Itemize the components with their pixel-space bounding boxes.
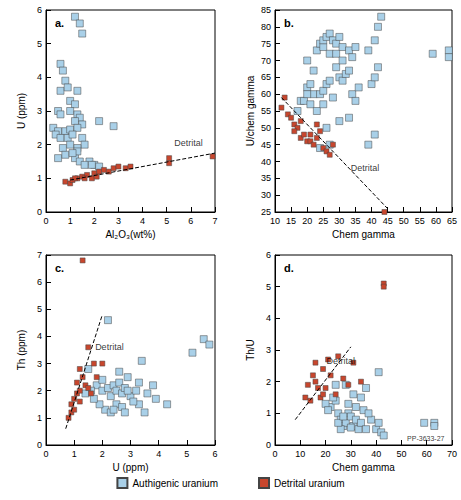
svg-text:20: 20 bbox=[321, 449, 331, 459]
svg-text:40: 40 bbox=[367, 216, 377, 226]
svg-text:10: 10 bbox=[295, 449, 305, 459]
svg-text:30: 30 bbox=[346, 449, 356, 459]
svg-text:70: 70 bbox=[447, 449, 457, 459]
svg-text:30: 30 bbox=[334, 216, 344, 226]
svg-text:30: 30 bbox=[261, 190, 271, 200]
svg-text:U (ppm): U (ppm) bbox=[16, 93, 27, 129]
svg-text:0: 0 bbox=[43, 449, 48, 459]
svg-text:3: 3 bbox=[116, 216, 121, 226]
svg-text:2: 2 bbox=[266, 377, 271, 387]
svg-text:6: 6 bbox=[188, 216, 193, 226]
svg-text:Al₂O₃(wt%): Al₂O₃(wt%) bbox=[105, 229, 155, 240]
svg-text:65: 65 bbox=[447, 216, 457, 226]
svg-text:0: 0 bbox=[37, 440, 42, 450]
svg-text:PP-3633-27: PP-3633-27 bbox=[407, 435, 444, 442]
svg-text:5: 5 bbox=[184, 449, 189, 459]
svg-text:15: 15 bbox=[286, 216, 296, 226]
svg-text:80: 80 bbox=[261, 22, 271, 32]
svg-text:3: 3 bbox=[266, 345, 271, 355]
svg-text:45: 45 bbox=[383, 216, 393, 226]
svg-text:5: 5 bbox=[37, 304, 42, 314]
svg-text:25: 25 bbox=[318, 216, 328, 226]
svg-text:55: 55 bbox=[261, 106, 271, 116]
svg-text:b.: b. bbox=[284, 17, 294, 29]
svg-text:1: 1 bbox=[37, 173, 42, 183]
svg-text:10: 10 bbox=[270, 216, 280, 226]
svg-text:a.: a. bbox=[55, 17, 64, 29]
svg-text:55: 55 bbox=[415, 216, 425, 226]
svg-text:d.: d. bbox=[284, 262, 294, 274]
svg-text:Th/U: Th/U bbox=[245, 339, 256, 361]
svg-text:4: 4 bbox=[140, 216, 145, 226]
svg-text:5: 5 bbox=[164, 216, 169, 226]
svg-text:2: 2 bbox=[92, 216, 97, 226]
svg-text:75: 75 bbox=[261, 39, 271, 49]
svg-text:c.: c. bbox=[55, 262, 64, 274]
svg-text:0: 0 bbox=[272, 449, 277, 459]
svg-text:1: 1 bbox=[68, 216, 73, 226]
svg-text:6: 6 bbox=[212, 449, 217, 459]
svg-text:85: 85 bbox=[261, 5, 271, 15]
svg-text:Detrital: Detrital bbox=[326, 356, 355, 366]
svg-text:20: 20 bbox=[302, 216, 312, 226]
svg-text:1: 1 bbox=[72, 449, 77, 459]
svg-text:4: 4 bbox=[37, 331, 42, 341]
svg-text:0: 0 bbox=[266, 440, 271, 450]
svg-text:5: 5 bbox=[37, 39, 42, 49]
svg-text:Detrital: Detrital bbox=[95, 342, 124, 352]
svg-text:35: 35 bbox=[261, 173, 271, 183]
svg-text:70: 70 bbox=[261, 56, 271, 66]
svg-text:Authigenic uranium: Authigenic uranium bbox=[132, 478, 218, 489]
svg-text:6: 6 bbox=[266, 250, 271, 260]
svg-text:60: 60 bbox=[422, 449, 432, 459]
svg-text:45: 45 bbox=[261, 140, 271, 150]
svg-text:7: 7 bbox=[37, 250, 42, 260]
svg-text:65: 65 bbox=[261, 72, 271, 82]
svg-text:0: 0 bbox=[43, 216, 48, 226]
svg-text:3: 3 bbox=[37, 106, 42, 116]
svg-text:Detrital uranium: Detrital uranium bbox=[274, 478, 345, 489]
svg-text:U (ppm): U (ppm) bbox=[112, 462, 148, 473]
svg-text:0: 0 bbox=[37, 207, 42, 217]
svg-text:60: 60 bbox=[431, 216, 441, 226]
svg-text:Chem gamma: Chem gamma bbox=[332, 229, 395, 240]
svg-text:4: 4 bbox=[266, 313, 271, 323]
svg-text:50: 50 bbox=[399, 216, 409, 226]
svg-text:Detrital: Detrital bbox=[351, 163, 380, 173]
svg-text:1: 1 bbox=[266, 408, 271, 418]
svg-text:Chem gamma: Chem gamma bbox=[332, 462, 395, 473]
svg-text:5: 5 bbox=[266, 282, 271, 292]
svg-text:4: 4 bbox=[37, 72, 42, 82]
svg-text:Detrital: Detrital bbox=[174, 138, 203, 148]
svg-text:2: 2 bbox=[37, 386, 42, 396]
svg-text:3: 3 bbox=[37, 359, 42, 369]
svg-text:50: 50 bbox=[261, 123, 271, 133]
svg-text:6: 6 bbox=[37, 277, 42, 287]
svg-text:35: 35 bbox=[350, 216, 360, 226]
svg-text:6: 6 bbox=[37, 5, 42, 15]
svg-text:U/chem gamma: U/chem gamma bbox=[245, 75, 256, 146]
svg-text:3: 3 bbox=[128, 449, 133, 459]
svg-text:40: 40 bbox=[261, 157, 271, 167]
svg-text:60: 60 bbox=[261, 89, 271, 99]
svg-text:1: 1 bbox=[37, 413, 42, 423]
svg-text:25: 25 bbox=[261, 207, 271, 217]
svg-text:50: 50 bbox=[396, 449, 406, 459]
svg-text:4: 4 bbox=[156, 449, 161, 459]
svg-text:7: 7 bbox=[212, 216, 217, 226]
svg-text:2: 2 bbox=[37, 140, 42, 150]
svg-text:Th (ppm): Th (ppm) bbox=[16, 330, 27, 371]
svg-text:40: 40 bbox=[371, 449, 381, 459]
svg-text:2: 2 bbox=[100, 449, 105, 459]
